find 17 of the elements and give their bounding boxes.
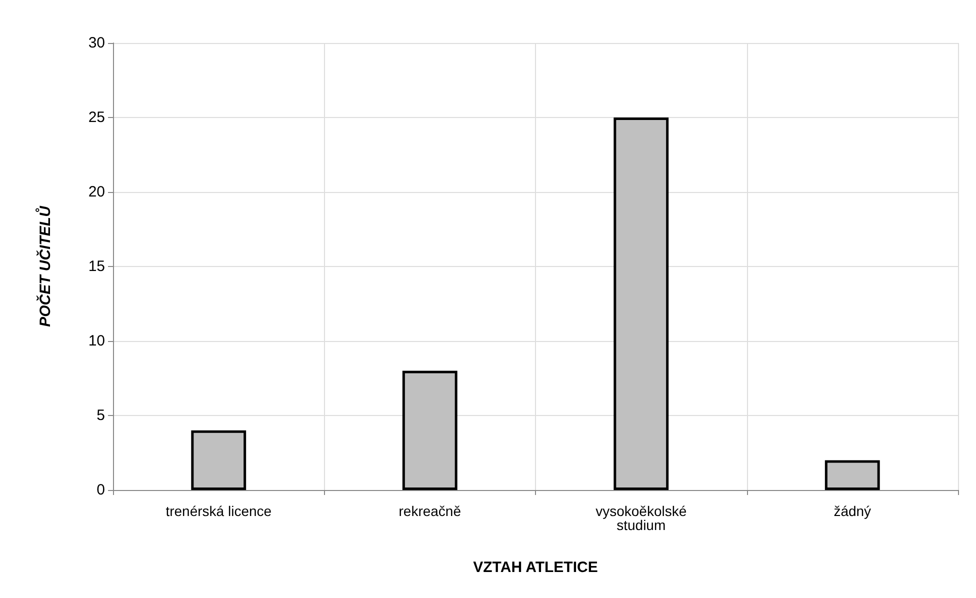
- x-tick-label: žádný: [834, 503, 872, 519]
- y-axis-title: POČET UČITELŮ: [35, 204, 54, 327]
- x-tick-label: rekreačně: [398, 503, 462, 519]
- x-tick-label: vysokoěkolské studium: [596, 503, 687, 533]
- y-tick-label: 30: [88, 34, 105, 52]
- y-tick-label: 25: [88, 109, 105, 126]
- bar: [402, 370, 458, 490]
- y-tick-label: 15: [88, 258, 105, 275]
- x-tick-label: trenérská licence: [166, 503, 272, 519]
- bar: [614, 118, 669, 490]
- bar: [824, 460, 880, 490]
- x-axis-title: VZTAH ATLETICE: [473, 559, 598, 576]
- y-tick-label: 10: [88, 332, 105, 350]
- y-tick-label: 5: [96, 407, 105, 424]
- y-tick-label: 20: [88, 184, 105, 200]
- y-tick-label: 0: [96, 482, 105, 498]
- bar: [191, 430, 246, 490]
